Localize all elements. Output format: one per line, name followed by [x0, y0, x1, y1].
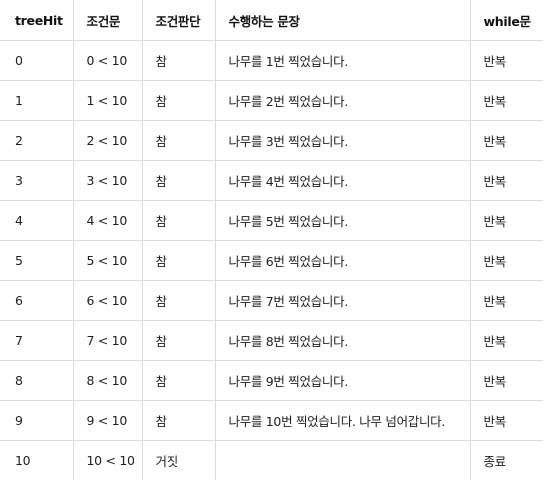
header-condition-result: 조건판단	[141, 0, 215, 41]
cell-executed-statement: 나무를 10번 찍었습니다. 나무 넘어갑니다.	[214, 400, 470, 441]
cell-condition: 4 < 10	[72, 200, 142, 241]
cell-treehit: 2	[0, 120, 73, 161]
cell-treehit: 3	[0, 160, 73, 201]
table-row: 3 3 < 10 참 나무를 4번 찍었습니다. 반복	[0, 160, 543, 201]
cell-condition: 5 < 10	[72, 240, 142, 281]
table-row: 6 6 < 10 참 나무를 7번 찍었습니다. 반복	[0, 280, 543, 321]
cell-condition-result: 참	[141, 200, 215, 241]
table-row: 7 7 < 10 참 나무를 8번 찍었습니다. 반복	[0, 320, 543, 361]
cell-while: 반복	[469, 40, 543, 81]
table-row: 5 5 < 10 참 나무를 6번 찍었습니다. 반복	[0, 240, 543, 281]
cell-condition-result: 참	[141, 40, 215, 81]
header-condition: 조건문	[72, 0, 142, 41]
header-while: while문	[469, 0, 543, 41]
cell-executed-statement	[214, 440, 470, 480]
cell-condition-result: 참	[141, 120, 215, 161]
cell-condition: 10 < 10	[72, 440, 142, 480]
cell-condition-result: 참	[141, 360, 215, 401]
cell-executed-statement: 나무를 8번 찍었습니다.	[214, 320, 470, 361]
cell-treehit: 9	[0, 400, 73, 441]
table-row: 1 1 < 10 참 나무를 2번 찍었습니다. 반복	[0, 80, 543, 121]
cell-executed-statement: 나무를 6번 찍었습니다.	[214, 240, 470, 281]
cell-executed-statement: 나무를 4번 찍었습니다.	[214, 160, 470, 201]
cell-treehit: 6	[0, 280, 73, 321]
cell-condition: 6 < 10	[72, 280, 142, 321]
cell-while: 반복	[469, 200, 543, 241]
cell-while: 반복	[469, 280, 543, 321]
cell-while: 반복	[469, 80, 543, 121]
cell-executed-statement: 나무를 7번 찍었습니다.	[214, 280, 470, 321]
cell-condition-result: 참	[141, 320, 215, 361]
header-executed-statement: 수행하는 문장	[214, 0, 470, 41]
cell-condition: 1 < 10	[72, 80, 142, 121]
cell-condition: 8 < 10	[72, 360, 142, 401]
cell-executed-statement: 나무를 5번 찍었습니다.	[214, 200, 470, 241]
cell-condition-result: 거짓	[141, 440, 215, 480]
table-header-row: treeHit 조건문 조건판단 수행하는 문장 while문	[0, 0, 543, 41]
cell-treehit: 1	[0, 80, 73, 121]
cell-condition-result: 참	[141, 400, 215, 441]
cell-while: 반복	[469, 400, 543, 441]
table-row: 10 10 < 10 거짓 종료	[0, 440, 543, 480]
cell-while: 반복	[469, 160, 543, 201]
cell-condition: 2 < 10	[72, 120, 142, 161]
cell-treehit: 8	[0, 360, 73, 401]
cell-condition: 9 < 10	[72, 400, 142, 441]
cell-treehit: 4	[0, 200, 73, 241]
loop-trace-table: treeHit 조건문 조건판단 수행하는 문장 while문 0 0 < 10…	[0, 0, 543, 480]
cell-while: 반복	[469, 240, 543, 281]
cell-treehit: 0	[0, 40, 73, 81]
cell-treehit: 5	[0, 240, 73, 281]
cell-while: 반복	[469, 320, 543, 361]
cell-while: 반복	[469, 360, 543, 401]
cell-while: 종료	[469, 440, 543, 480]
table-row: 2 2 < 10 참 나무를 3번 찍었습니다. 반복	[0, 120, 543, 161]
table-row: 8 8 < 10 참 나무를 9번 찍었습니다. 반복	[0, 360, 543, 401]
cell-condition: 3 < 10	[72, 160, 142, 201]
cell-treehit: 10	[15, 453, 31, 468]
cell-condition-result: 참	[141, 160, 215, 201]
table-row: 4 4 < 10 참 나무를 5번 찍었습니다. 반복	[0, 200, 543, 241]
cell-condition-result: 참	[141, 80, 215, 121]
cell-condition: 0 < 10	[72, 40, 142, 81]
cell-while: 반복	[469, 120, 543, 161]
cell-condition-result: 참	[141, 240, 215, 281]
cell-executed-statement: 나무를 1번 찍었습니다.	[214, 40, 470, 81]
cell-treehit: 7	[0, 320, 73, 361]
header-treehit: treeHit	[0, 0, 73, 41]
table-row: 9 9 < 10 참 나무를 10번 찍었습니다. 나무 넘어갑니다. 반복	[0, 400, 543, 441]
cell-executed-statement: 나무를 3번 찍었습니다.	[214, 120, 470, 161]
cell-condition: 7 < 10	[72, 320, 142, 361]
table-row: 0 0 < 10 참 나무를 1번 찍었습니다. 반복	[0, 40, 543, 81]
cell-executed-statement: 나무를 2번 찍었습니다.	[214, 80, 470, 121]
cell-executed-statement: 나무를 9번 찍었습니다.	[214, 360, 470, 401]
cell-condition-result: 참	[141, 280, 215, 321]
